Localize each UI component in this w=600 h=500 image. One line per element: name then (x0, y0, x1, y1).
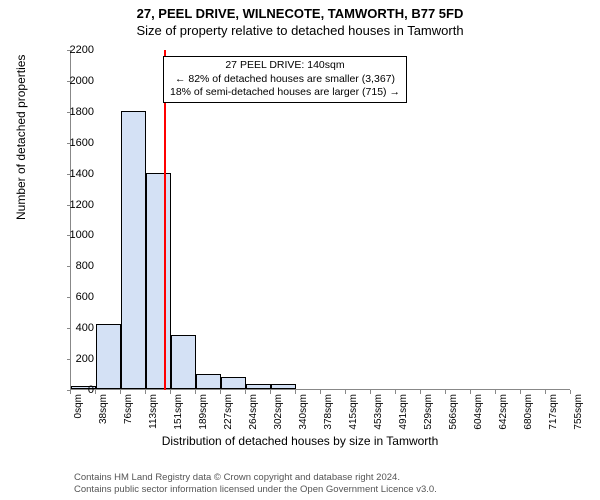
annotation-box: 27 PEEL DRIVE: 140sqm← 82% of detached h… (163, 56, 407, 103)
xtick-mark (245, 390, 246, 394)
xtick-mark (120, 390, 121, 394)
xtick-label: 0sqm (73, 394, 84, 418)
xtick-mark (145, 390, 146, 394)
annotation-line3: 18% of semi-detached houses are larger (… (170, 86, 400, 100)
annotation-line1: 27 PEEL DRIVE: 140sqm (170, 59, 400, 73)
xtick-mark (320, 390, 321, 394)
xtick-label: 340sqm (298, 394, 309, 430)
ytick-label: 1000 (54, 229, 94, 241)
histogram-bar (221, 377, 246, 389)
title-sub: Size of property relative to detached ho… (0, 21, 600, 38)
title-main: 27, PEEL DRIVE, WILNECOTE, TAMWORTH, B77… (0, 0, 600, 21)
ytick-label: 0 (54, 384, 94, 396)
histogram-bar (171, 335, 196, 389)
xtick-label: 227sqm (223, 394, 234, 430)
histogram-bar (121, 111, 146, 389)
xtick-mark (370, 390, 371, 394)
ytick-label: 2200 (54, 44, 94, 56)
xtick-label: 529sqm (423, 394, 434, 430)
xtick-mark (170, 390, 171, 394)
xtick-label: 453sqm (373, 394, 384, 430)
xtick-label: 566sqm (448, 394, 459, 430)
histogram-bar (246, 384, 271, 389)
xtick-mark (270, 390, 271, 394)
histogram-bar (196, 374, 221, 389)
y-axis-label: Number of detached properties (14, 55, 28, 220)
xtick-mark (220, 390, 221, 394)
ytick-label: 1600 (54, 137, 94, 149)
histogram-bar (271, 384, 296, 389)
plot-region: 27 PEEL DRIVE: 140sqm← 82% of detached h… (70, 50, 570, 390)
ytick-label: 600 (54, 291, 94, 303)
xtick-mark (520, 390, 521, 394)
xtick-label: 642sqm (498, 394, 509, 430)
ytick-label: 1200 (54, 199, 94, 211)
x-axis-label: Distribution of detached houses by size … (0, 434, 600, 448)
xtick-mark (495, 390, 496, 394)
footer-line2: Contains public sector information licen… (74, 484, 437, 496)
ytick-label: 800 (54, 260, 94, 272)
xtick-mark (195, 390, 196, 394)
ytick-label: 200 (54, 353, 94, 365)
xtick-mark (295, 390, 296, 394)
xtick-label: 113sqm (148, 394, 159, 429)
xtick-mark (345, 390, 346, 394)
xtick-label: 302sqm (273, 394, 284, 430)
xtick-label: 189sqm (198, 394, 209, 430)
xtick-label: 680sqm (523, 394, 534, 430)
ytick-label: 1400 (54, 168, 94, 180)
xtick-mark (95, 390, 96, 394)
xtick-mark (545, 390, 546, 394)
ytick-label: 1800 (54, 106, 94, 118)
xtick-mark (445, 390, 446, 394)
chart-area: 27 PEEL DRIVE: 140sqm← 82% of detached h… (70, 50, 570, 390)
xtick-mark (395, 390, 396, 394)
xtick-label: 491sqm (398, 394, 409, 430)
xtick-mark (420, 390, 421, 394)
xtick-label: 604sqm (473, 394, 484, 430)
ytick-label: 2000 (54, 75, 94, 87)
chart-container: 27, PEEL DRIVE, WILNECOTE, TAMWORTH, B77… (0, 0, 600, 500)
xtick-label: 415sqm (348, 394, 359, 430)
footer-attribution: Contains HM Land Registry data © Crown c… (74, 472, 437, 496)
xtick-label: 76sqm (123, 394, 134, 424)
xtick-label: 378sqm (323, 394, 334, 430)
xtick-label: 151sqm (173, 394, 184, 430)
ytick-label: 400 (54, 322, 94, 334)
histogram-bar (96, 324, 121, 389)
footer-line1: Contains HM Land Registry data © Crown c… (74, 472, 437, 484)
xtick-mark (470, 390, 471, 394)
xtick-label: 264sqm (248, 394, 259, 430)
xtick-mark (570, 390, 571, 394)
xtick-label: 755sqm (573, 394, 584, 430)
xtick-label: 717sqm (548, 394, 559, 430)
histogram-bar (146, 173, 171, 389)
annotation-line2: ← 82% of detached houses are smaller (3,… (170, 73, 400, 87)
xtick-label: 38sqm (98, 394, 109, 424)
